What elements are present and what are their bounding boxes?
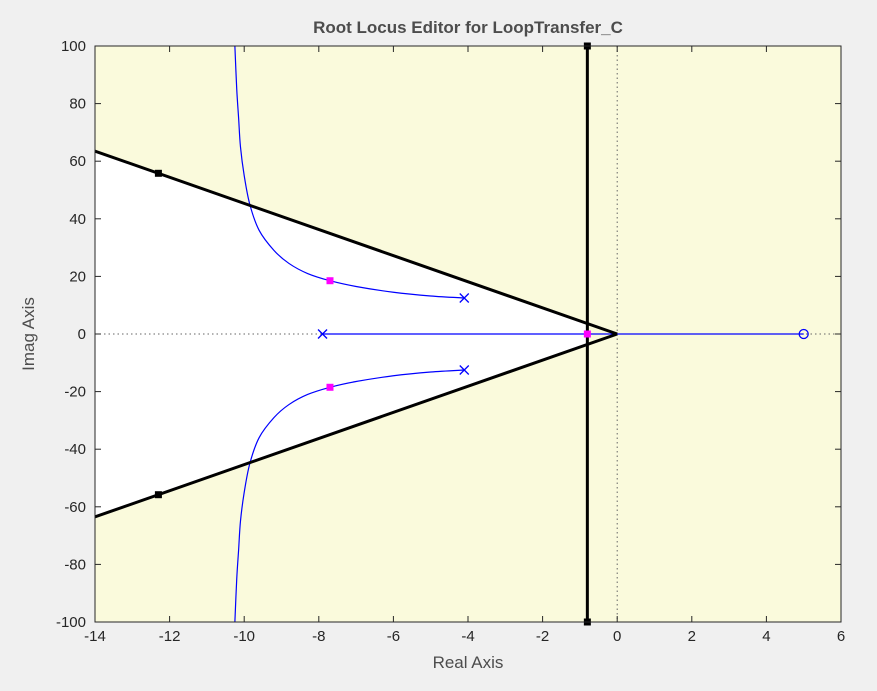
y-tick-label: 40	[69, 211, 86, 228]
open-loop-pole-2[interactable]	[459, 365, 470, 375]
damping-constraint-handle-2[interactable]	[154, 491, 162, 499]
y-tick-label: 80	[69, 96, 86, 113]
y-tick-label: -20	[64, 384, 86, 401]
x-tick-label: -8	[312, 628, 325, 645]
x-tick-label: -12	[159, 628, 181, 645]
y-tick-label: -100	[56, 614, 86, 631]
open-loop-pole-3[interactable]	[317, 329, 328, 339]
y-tick-label: 60	[69, 153, 86, 170]
y-axis-label: Imag Axis	[19, 297, 38, 371]
closed-loop-pole-2[interactable]	[326, 383, 334, 391]
closed-loop-pole-3[interactable]	[583, 330, 591, 338]
x-tick-label: -6	[387, 628, 400, 645]
open-loop-zero-1[interactable]	[798, 328, 809, 340]
y-axis-ticks: -100 -80 -60 -40 -20 0 20 40 60 80 100	[56, 38, 841, 631]
x-tick-label: -14	[84, 628, 106, 645]
x-tick-label: 4	[762, 628, 770, 645]
y-tick-label: -60	[64, 499, 86, 516]
y-tick-label: -80	[64, 556, 86, 573]
y-tick-label: 100	[61, 38, 86, 55]
plot-area[interactable]	[94, 42, 842, 626]
open-loop-pole-1[interactable]	[459, 293, 470, 303]
x-tick-label: 6	[837, 628, 845, 645]
damping-constraint-line-1[interactable]	[95, 149, 618, 336]
locus-branch-2[interactable]	[234, 369, 465, 622]
locus-branch-1[interactable]	[234, 46, 465, 299]
x-tick-label: 2	[688, 628, 696, 645]
x-tick-label: -10	[233, 628, 255, 645]
y-tick-label: 20	[69, 268, 86, 285]
chart-title: Root Locus Editor for LoopTransfer_C	[313, 18, 623, 37]
x-tick-label: -2	[536, 628, 549, 645]
damping-constraint-line-2[interactable]	[95, 332, 618, 519]
damping-constraint-handle-1[interactable]	[154, 169, 162, 177]
x-axis-ticks: -14 -12 -10 -8 -6 -4 -2 0 2 4 6	[84, 46, 845, 645]
closed-loop-pole-1[interactable]	[326, 277, 334, 285]
x-axis-label: Real Axis	[433, 653, 504, 672]
x-tick-label: 0	[613, 628, 621, 645]
x-tick-label: -4	[461, 628, 474, 645]
y-tick-label: 0	[78, 326, 86, 343]
y-tick-label: -40	[64, 441, 86, 458]
